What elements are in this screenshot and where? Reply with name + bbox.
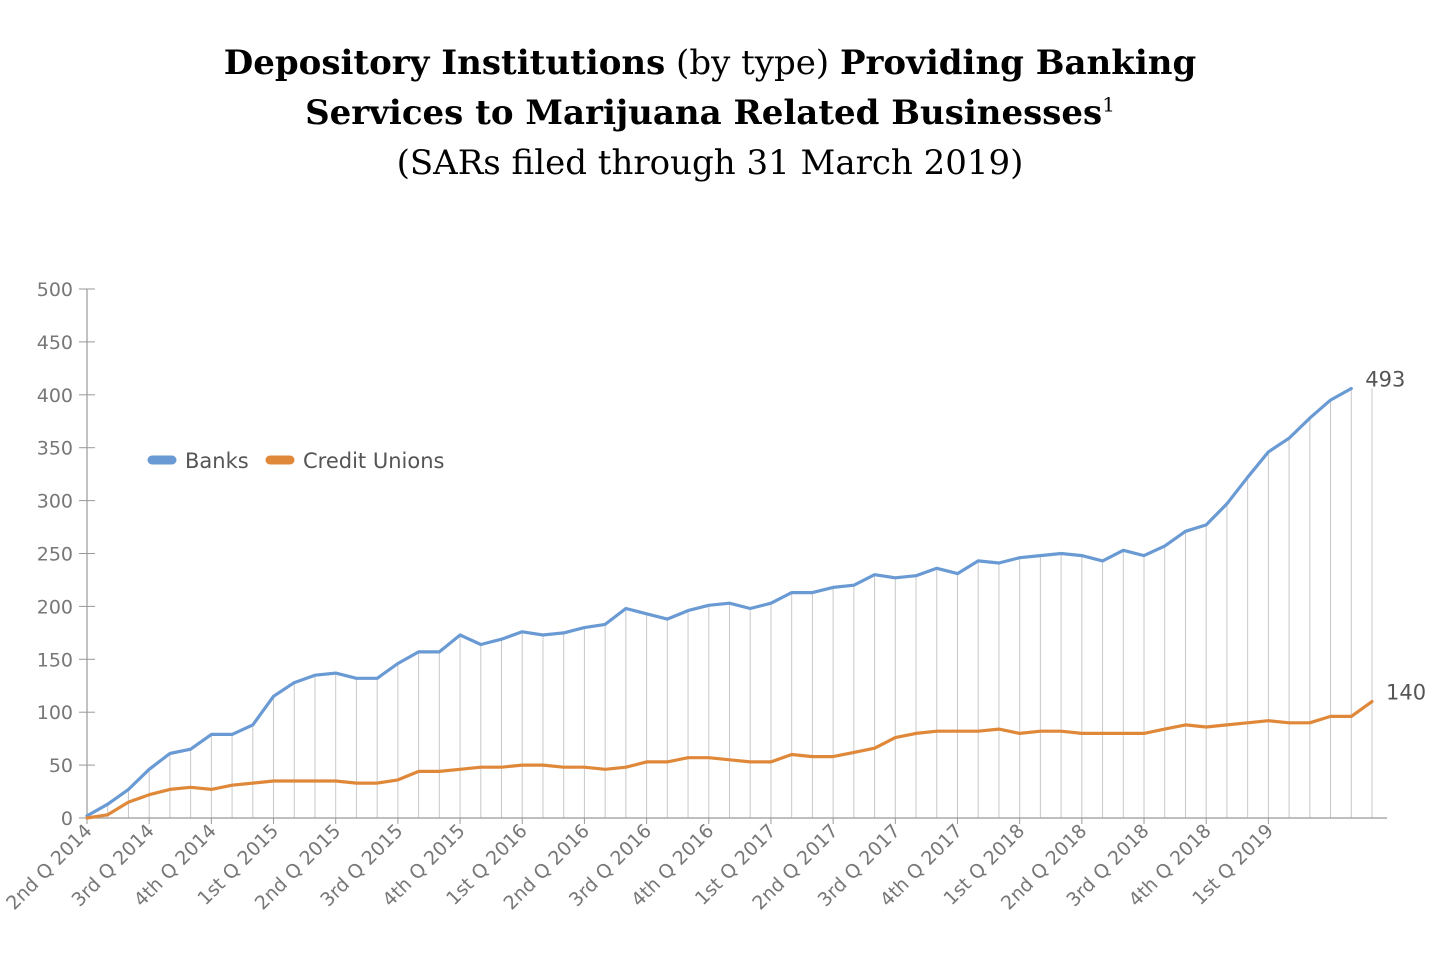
legend: Banks Credit Unions bbox=[147, 449, 444, 473]
y-tick-label: 200 bbox=[37, 596, 73, 618]
chart-subtitle: (SARs filed through 31 March 2019) bbox=[396, 143, 1024, 183]
y-tick-label: 50 bbox=[49, 755, 73, 777]
title-line-1: Depository Institutions (by type) Provid… bbox=[223, 43, 1197, 83]
y-tick-label: 400 bbox=[37, 385, 73, 407]
y-tick-label: 500 bbox=[37, 279, 73, 301]
chart-title: Depository Institutions (by type) Provid… bbox=[0, 38, 1420, 188]
end-label-credit-unions: 140 bbox=[1386, 681, 1426, 705]
y-tick-label: 250 bbox=[37, 544, 73, 566]
y-tick-label: 100 bbox=[37, 702, 73, 724]
y-tick-label: 300 bbox=[37, 491, 73, 513]
y-tick-label: 450 bbox=[37, 332, 73, 354]
axes bbox=[86, 289, 1387, 819]
title-line-2: Services to Marijuana Related Businesses… bbox=[305, 92, 1115, 133]
y-tick-label: 350 bbox=[37, 438, 73, 460]
legend-label: Credit Unions bbox=[303, 449, 444, 473]
legend-label: Banks bbox=[185, 449, 249, 473]
y-tick-label: 0 bbox=[61, 808, 73, 830]
series-line-banks bbox=[85, 386, 1353, 818]
y-tick-label: 150 bbox=[37, 649, 73, 671]
end-labels: 493 140 bbox=[1365, 367, 1426, 704]
footnote-marker: 1 bbox=[1102, 92, 1115, 117]
vertical-gridlines bbox=[86, 388, 1373, 818]
end-label-banks: 493 bbox=[1365, 367, 1405, 391]
series-line-credit-unions bbox=[85, 699, 1374, 820]
series-lines bbox=[85, 386, 1374, 820]
y-axis-ticks: 0 50 100 150 200 250 300 350 400 450 500 bbox=[37, 279, 95, 830]
